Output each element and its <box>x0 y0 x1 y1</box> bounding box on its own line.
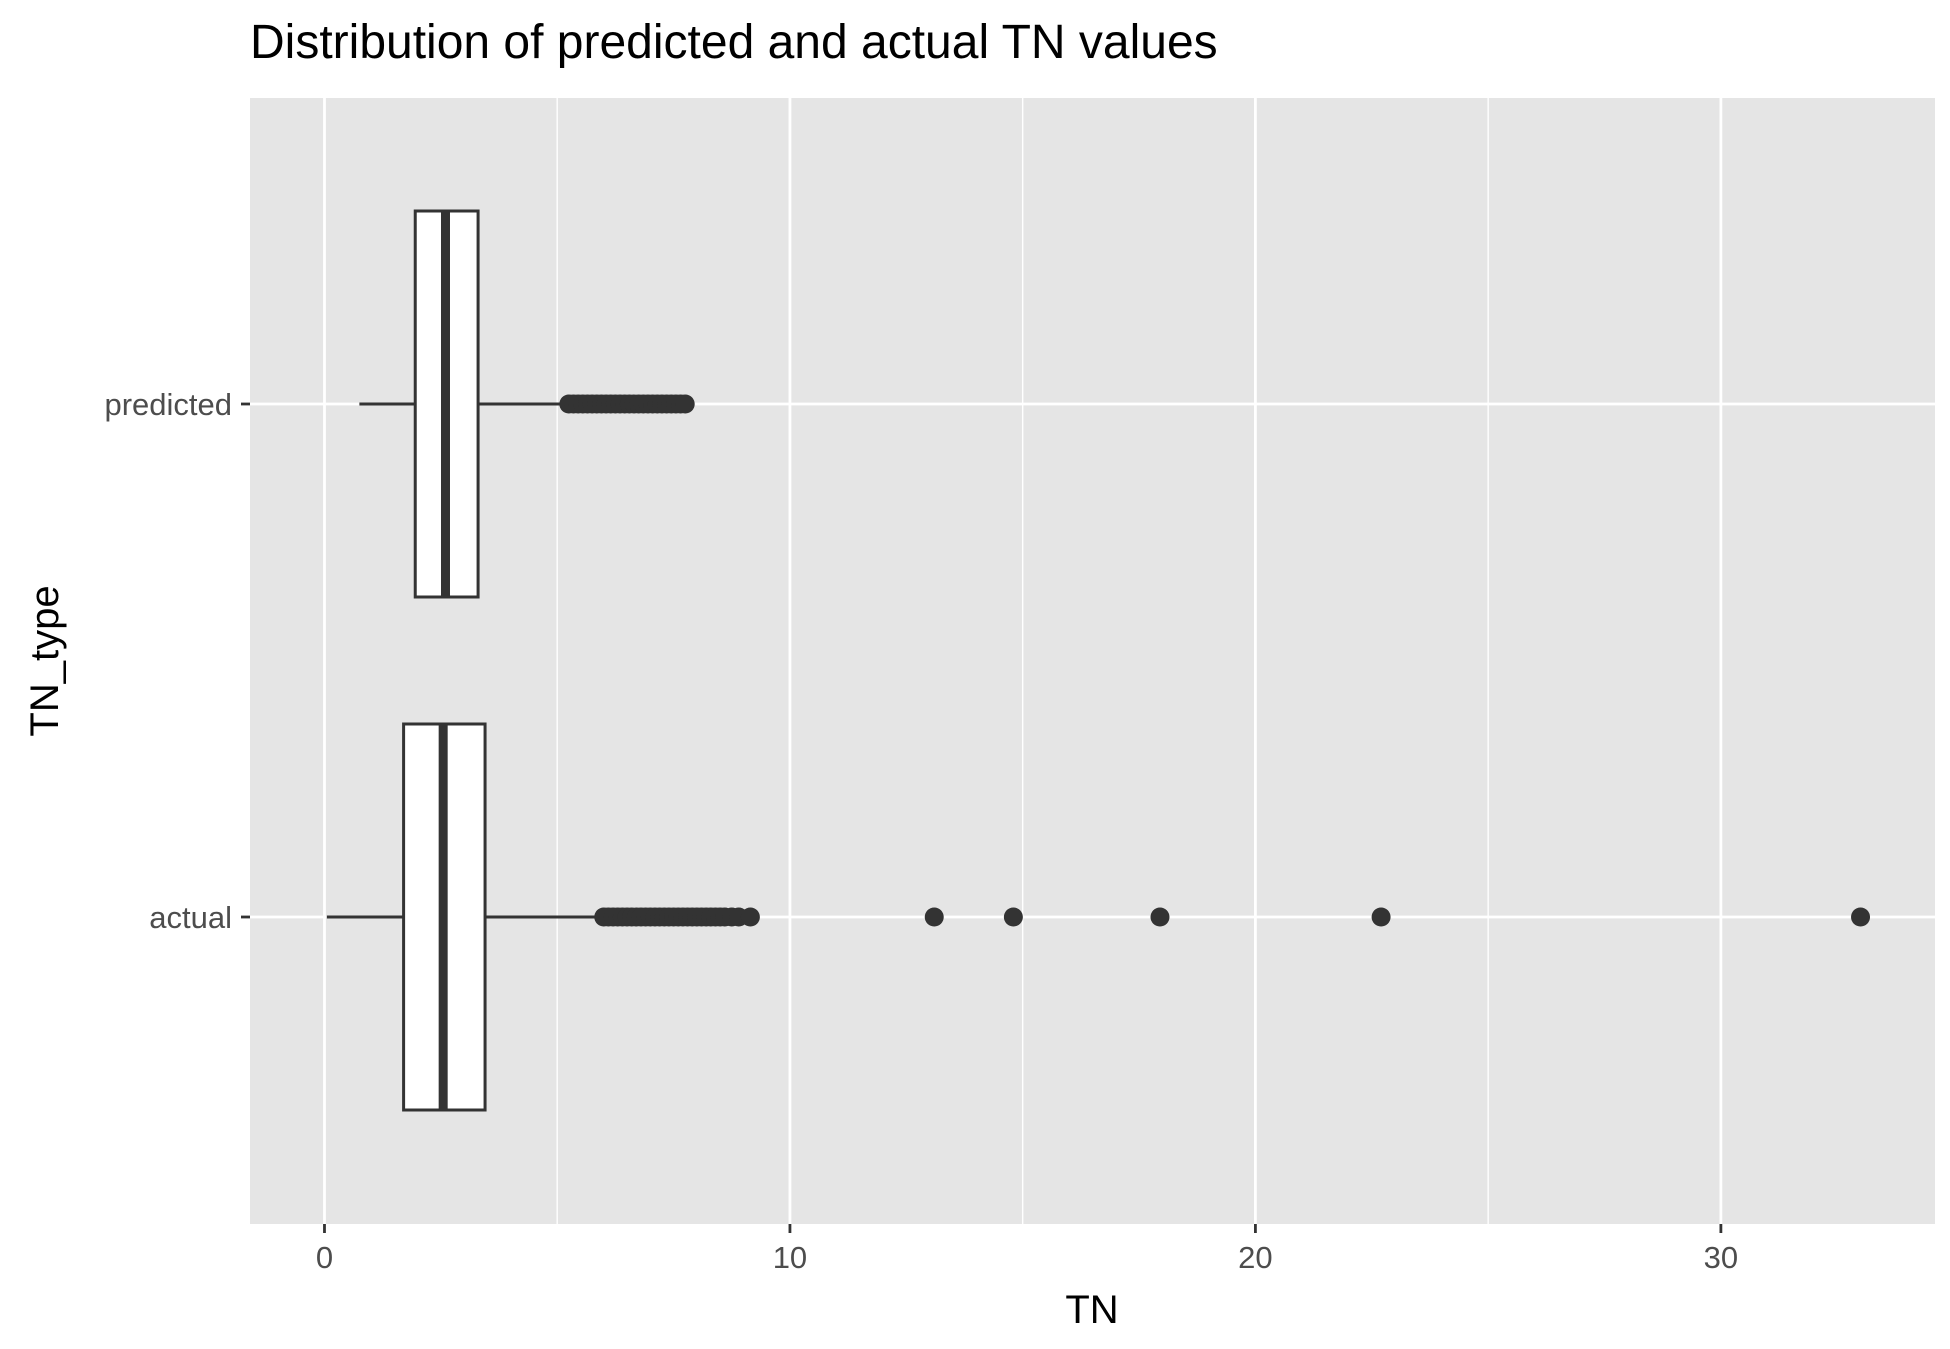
x-tick-label: 0 <box>316 1240 333 1275</box>
x-axis: 0 10 20 30 <box>316 1224 1738 1275</box>
outlier-point <box>740 907 760 927</box>
outlier-point <box>1003 907 1023 927</box>
outlier-point <box>1150 907 1170 927</box>
y-tick-label: actual <box>149 900 232 935</box>
chart-title: Distribution of predicted and actual TN … <box>250 16 1218 69</box>
major-gridlines <box>250 98 1935 1224</box>
x-axis-title: TN <box>1065 1288 1118 1332</box>
boxplot-marks <box>326 209 1871 1112</box>
y-axis: actual predicted <box>104 387 250 935</box>
box-actual <box>326 722 1871 1112</box>
y-tick-label: predicted <box>104 387 232 422</box>
x-tick-label: 20 <box>1238 1240 1272 1275</box>
box-predicted <box>359 209 695 599</box>
plot-panel <box>250 98 1935 1224</box>
outlier-point <box>924 907 944 927</box>
minor-gridlines <box>556 98 1489 1224</box>
x-tick-label: 10 <box>773 1240 807 1275</box>
y-axis-title: TN_type <box>23 585 67 736</box>
outlier-point <box>675 394 695 414</box>
outlier-point <box>1851 907 1871 927</box>
outlier-point <box>1371 907 1391 927</box>
x-tick-label: 30 <box>1704 1240 1738 1275</box>
